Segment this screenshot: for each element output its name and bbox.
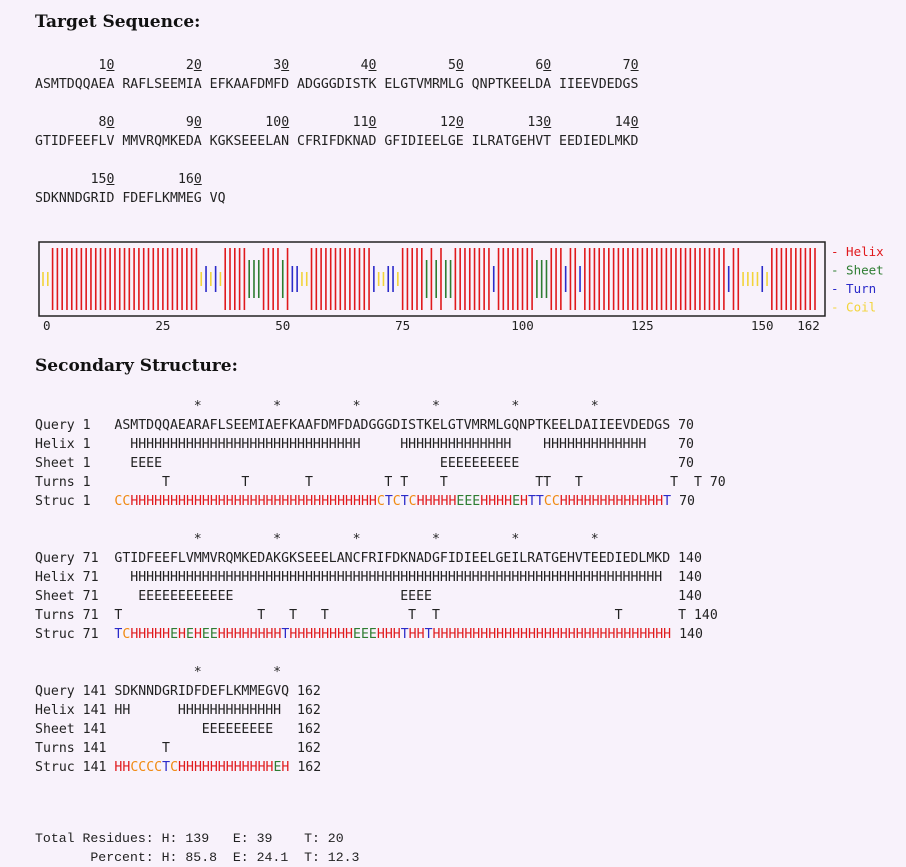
helix-line: Helix 1 HHHHHHHHHHHHHHHHHHHHHHHHHHHHH HH… <box>35 437 694 452</box>
legend-entry: - Helix <box>831 244 884 259</box>
ruler-tick: 130 <box>463 115 552 130</box>
query-line: Query 141 SDKNNDGRIDFDEFLKMMEGVQ 162 <box>35 684 321 699</box>
target-sequence-row: 150 160 SDKNNDGRID FDEFLKMMEG VQ <box>35 170 226 208</box>
sheet-line: Sheet 1 EEEE EEEEEEEEEE 70 <box>35 456 694 471</box>
target-sequence-row: 80 90 100 110 120 130 140 GTIDFEEFLV MMV… <box>35 113 639 151</box>
ruler-tick: 50 <box>376 58 464 73</box>
struc-line: Struc 1 CCHHHHHHHHHHHHHHHHHHHHHHHHHHHHHH… <box>35 494 695 509</box>
sequence-line: GTIDFEEFLV MMVRQMKEDA KGKSEEELAN CFRIFDK… <box>35 134 639 149</box>
secondary-structure-plot: 0 25 50 75 100 125 150 162 - Helix - Sheet - Turn -… <box>38 241 884 333</box>
legend-entry: - Turn <box>831 281 876 296</box>
x-tick-label: 75 <box>395 318 410 333</box>
ruler-stars: * * <box>35 665 282 680</box>
turns-line: Turns 71 T T T T T T T T 140 <box>35 608 718 623</box>
alignment-block: * * * * * * Query 1 ASMTDQQAEARAFLSEEMIA… <box>35 397 726 511</box>
ruler-tick: 90 <box>114 115 202 130</box>
sheet-line: Sheet 71 EEEEEEEEEEEE EEEE 140 <box>35 589 702 604</box>
x-tick-label: 125 <box>631 318 654 333</box>
plot-frame <box>38 241 826 317</box>
ruler-tick: 60 <box>463 58 552 73</box>
struc-line: Struc 71 TCHHHHHEHEHEEHHHHHHHHTHHHHHHHHE… <box>35 627 703 642</box>
ruler-tick: 80 <box>35 115 115 130</box>
ruler-tick: 110 <box>289 115 377 130</box>
legend-entry: - Coil <box>831 300 876 315</box>
query-line: Query 1 ASMTDQQAEARAFLSEEMIAEFKAAFDMFDAD… <box>35 418 694 433</box>
sheet-line: Sheet 141 EEEEEEEEE 162 <box>35 722 321 737</box>
target-sequence-row: 10 20 30 40 50 60 70 ASMTDQQAEA RAFLSEEM… <box>35 56 639 94</box>
x-tick-label: 162 <box>797 318 820 333</box>
ruler-tick: 120 <box>376 115 464 130</box>
ruler-tick: 140 <box>551 115 639 130</box>
alignment-block: * * Query 141 SDKNNDGRIDFDEFLKMMEGVQ 162… <box>35 663 321 777</box>
ruler-stars: * * * * * * <box>35 399 599 414</box>
x-tick-label: 150 <box>751 318 774 333</box>
turns-line: Turns 1 T T T T T T TT T T T 70 <box>35 475 726 490</box>
total-residues: Total Residues: H: 139 E: 39 T: 20 <box>35 831 344 847</box>
alignment-block: * * * * * * Query 71 GTIDFEEFLVMMVRQMKED… <box>35 530 718 644</box>
x-tick-label: 50 <box>275 318 290 333</box>
ruler-tick: 70 <box>551 58 639 73</box>
ruler-tick: 160 <box>114 172 202 187</box>
target-sequence-heading: Target Sequence: <box>35 12 201 32</box>
ruler-tick: 30 <box>201 58 290 73</box>
ruler-tick: 100 <box>201 115 290 130</box>
x-tick-label: 25 <box>155 318 170 333</box>
sequence-ruler: 80 90 100 110 120 130 140 <box>35 115 639 130</box>
x-tick-label: 100 <box>511 318 534 333</box>
ruler-tick: 20 <box>114 58 202 73</box>
legend-entry: - Sheet <box>831 263 884 278</box>
sequence-line: SDKNNDGRID FDEFLKMMEG VQ <box>35 191 226 206</box>
sequence-ruler: 150 160 <box>35 172 202 187</box>
turns-line: Turns 141 T 162 <box>35 741 321 756</box>
ruler-tick: 10 <box>35 58 115 73</box>
sequence-ruler: 10 20 30 40 50 60 70 <box>35 58 639 73</box>
query-line: Query 71 GTIDFEEFLVMMVRQMKEDAKGKSEEELANC… <box>35 551 702 566</box>
struc-line: Struc 141 HHCCCCTCHHHHHHHHHHHHEH 162 <box>35 760 322 775</box>
ruler-tick: 40 <box>289 58 377 73</box>
ruler-tick: 150 <box>35 172 115 187</box>
helix-line: Helix 71 HHHHHHHHHHHHHHHHHHHHHHHHHHHHHHH… <box>35 570 702 585</box>
x-tick-label: 0 <box>43 318 51 333</box>
percent-line: Percent: H: 85.8 E: 24.1 T: 12.3 <box>35 850 360 866</box>
ruler-stars: * * * * * * <box>35 532 599 547</box>
helix-line: Helix 141 HH HHHHHHHHHHHHH 162 <box>35 703 321 718</box>
sequence-line: ASMTDQQAEA RAFLSEEMIA EFKAAFDMFD ADGGGDI… <box>35 77 639 92</box>
secondary-structure-heading: Secondary Structure: <box>35 356 238 376</box>
